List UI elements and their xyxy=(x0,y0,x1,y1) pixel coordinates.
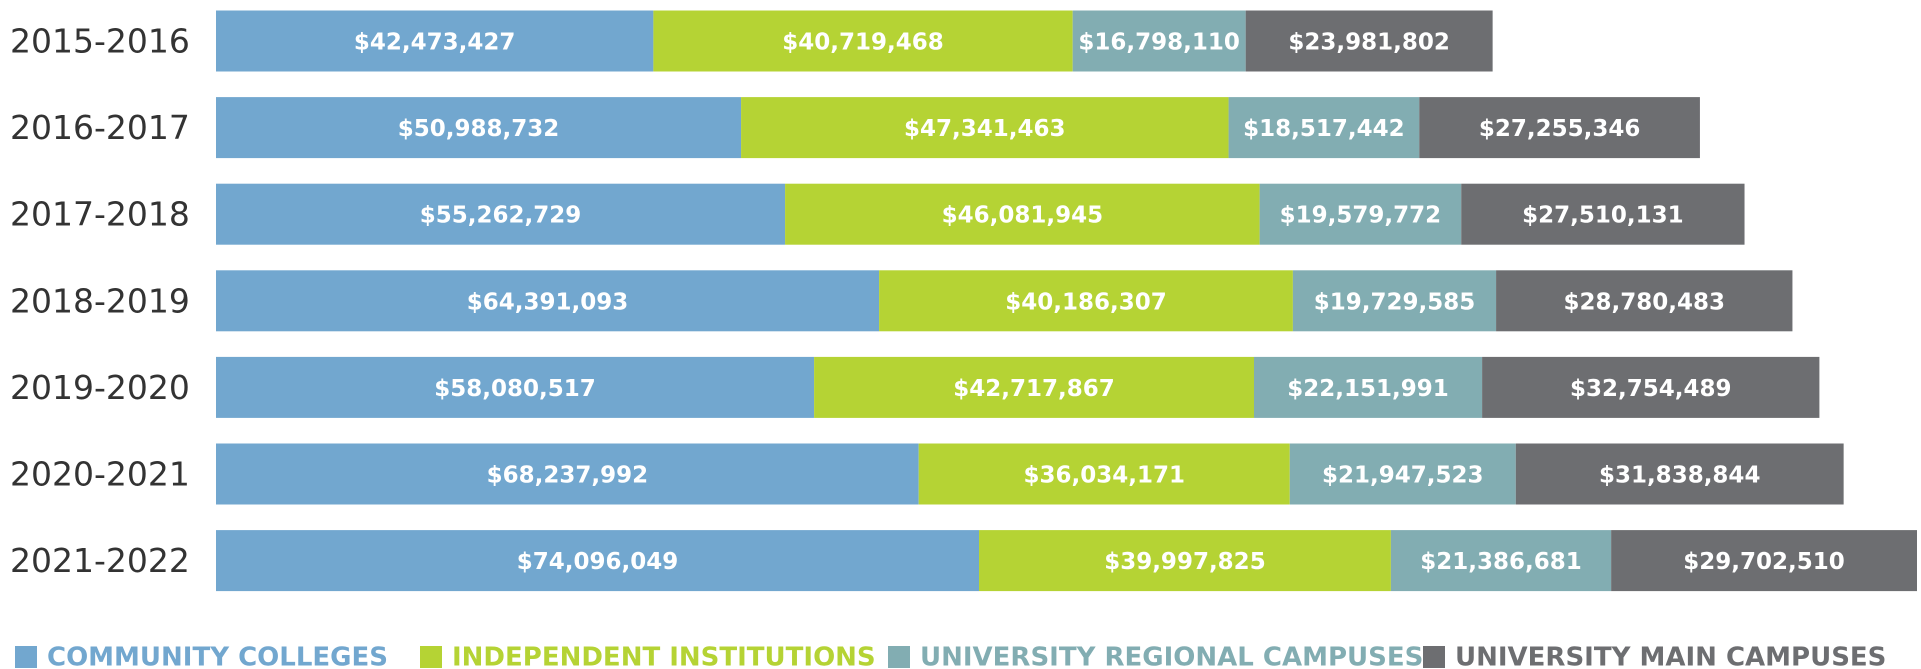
value-label: $27,510,131 xyxy=(1522,203,1684,229)
category-label: 2018-2019 xyxy=(10,281,190,320)
bar-segment xyxy=(653,10,1073,72)
value-label: $36,034,171 xyxy=(1023,463,1185,489)
category-label: 2021-2022 xyxy=(10,541,190,580)
bar-segment xyxy=(1515,443,1844,505)
bar-segment xyxy=(216,530,980,592)
bar-segment xyxy=(814,356,1254,418)
legend-swatch xyxy=(1423,646,1445,668)
legend-swatch xyxy=(888,646,910,668)
bar-segment xyxy=(216,356,815,418)
bar-segment xyxy=(216,183,786,245)
value-label: $68,237,992 xyxy=(487,463,649,489)
value-label: $19,729,585 xyxy=(1314,289,1476,315)
value-label: $27,255,346 xyxy=(1479,116,1641,142)
value-label: $42,717,867 xyxy=(953,376,1115,402)
bar-segment xyxy=(785,183,1260,245)
legend-label: COMMUNITY COLLEGES xyxy=(47,643,388,669)
bar-segment xyxy=(216,270,880,332)
category-label: 2017-2018 xyxy=(10,195,190,234)
value-label: $42,473,427 xyxy=(354,30,516,56)
value-label: $39,997,825 xyxy=(1104,549,1266,575)
bar-segment xyxy=(1419,97,1700,159)
bar-segment xyxy=(1072,10,1246,72)
value-label: $29,702,510 xyxy=(1683,549,1845,575)
bar-segment xyxy=(1496,270,1793,332)
bar-segment xyxy=(216,97,742,159)
bar-segment xyxy=(1259,183,1462,245)
bar-segment xyxy=(979,530,1391,592)
value-label: $19,579,772 xyxy=(1280,203,1442,229)
category-label: 2015-2016 xyxy=(10,22,190,61)
value-label: $46,081,945 xyxy=(942,203,1104,229)
bar-segment xyxy=(216,10,654,72)
bar-segment xyxy=(1245,10,1493,72)
value-label: $28,780,483 xyxy=(1563,289,1725,315)
bar-segment xyxy=(216,443,919,505)
value-label: $21,947,523 xyxy=(1322,463,1484,489)
legend-label: UNIVERSITY MAIN CAMPUSES xyxy=(1455,643,1886,669)
legend-swatch xyxy=(15,646,37,668)
value-label: $23,981,802 xyxy=(1288,30,1450,56)
value-label: $21,386,681 xyxy=(1420,549,1582,575)
bar-segment xyxy=(1461,183,1745,245)
value-label: $32,754,489 xyxy=(1570,376,1732,402)
category-label: 2019-2020 xyxy=(10,368,190,407)
bar-segment xyxy=(879,270,1293,332)
value-label: $47,341,463 xyxy=(904,116,1066,142)
category-label: 2020-2021 xyxy=(10,455,190,494)
legend-label: INDEPENDENT INSTITUTIONS xyxy=(452,643,876,669)
value-label: $55,262,729 xyxy=(420,203,582,229)
bar-segment xyxy=(918,443,1290,505)
legend-swatch xyxy=(420,646,442,668)
bar-segment xyxy=(1253,356,1483,418)
value-label: $18,517,442 xyxy=(1243,116,1405,142)
bar-segment xyxy=(1390,530,1612,592)
value-label: $40,186,307 xyxy=(1005,289,1167,315)
bar-segment xyxy=(1289,443,1516,505)
category-label: 2016-2017 xyxy=(10,108,190,147)
value-label: $40,719,468 xyxy=(782,30,944,56)
legend-label: UNIVERSITY REGIONAL CAMPUSES xyxy=(920,643,1423,669)
bar-segment xyxy=(1228,97,1420,159)
bar-segment xyxy=(1611,530,1917,592)
value-label: $16,798,110 xyxy=(1078,30,1240,56)
value-label: $31,838,844 xyxy=(1599,463,1761,489)
bar-segment xyxy=(1292,270,1497,332)
value-label: $58,080,517 xyxy=(434,376,596,402)
value-label: $64,391,093 xyxy=(467,289,629,315)
bar-segment xyxy=(1482,356,1820,418)
value-label: $22,151,991 xyxy=(1287,376,1449,402)
value-label: $50,988,732 xyxy=(398,116,560,142)
bar-segment xyxy=(741,97,1229,159)
value-label: $74,096,049 xyxy=(517,549,679,575)
